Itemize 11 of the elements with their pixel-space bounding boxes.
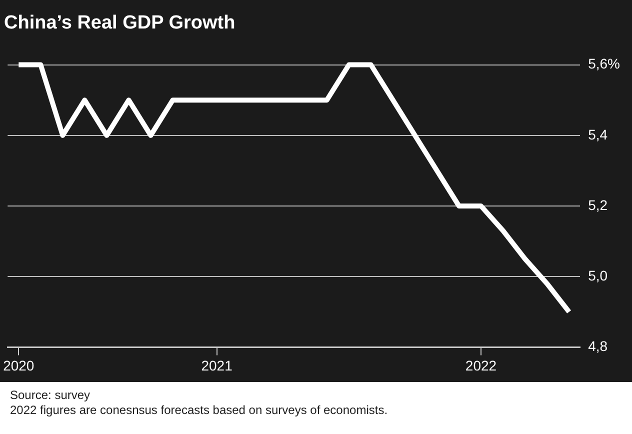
- x-tick-label: 2022: [465, 357, 497, 374]
- y-tick-label: 5,0: [588, 267, 608, 284]
- y-tick-label: 4,8: [588, 338, 608, 354]
- x-tick-label: 2021: [201, 357, 233, 374]
- y-tick-label: 5,6%: [588, 56, 620, 72]
- y-tick-label: 5,2: [588, 196, 608, 213]
- x-tick-label: 2020: [3, 357, 34, 374]
- chart-title: China’s Real GDP Growth: [4, 12, 236, 34]
- text: 2022 figures are conesnsus forecasts based on surveys of economists.: [10, 403, 389, 418]
- y-tick-label: 5,4: [588, 126, 608, 142]
- source-note: Source: survey: [10, 388, 92, 403]
